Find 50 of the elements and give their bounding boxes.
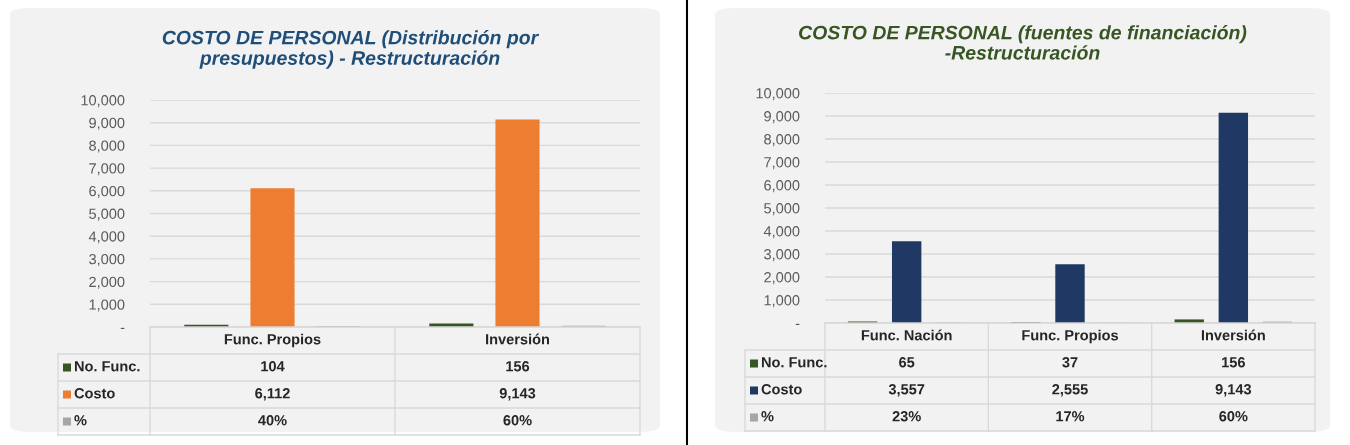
- y-tick-label: 3,000: [764, 249, 800, 262]
- y-tick-label: 5,000: [89, 208, 125, 221]
- data-label: 156: [506, 361, 530, 372]
- y-tick-label: 8,000: [764, 134, 800, 147]
- legend-label: No. Func.: [74, 361, 140, 372]
- y-tick-label: -: [795, 323, 800, 325]
- y-tick-label: -: [120, 327, 125, 329]
- data-label: 9,143: [1215, 384, 1252, 397]
- legend-label: %: [761, 411, 774, 422]
- chart-title: COSTO DE PERSONAL (fuentes de financiación) -Restructuración: [799, 25, 1247, 60]
- y-tick-label: 10,000: [756, 88, 800, 101]
- y-tick-label: 8,000: [89, 140, 125, 153]
- y-tick-label: 1,000: [764, 295, 800, 308]
- data-label: 104: [261, 361, 285, 372]
- data-label: 60%: [503, 415, 532, 426]
- y-tick-label: 7,000: [89, 163, 125, 176]
- y-tick-label: 3,000: [89, 254, 125, 267]
- y-tick-label: 6,000: [89, 185, 125, 198]
- legend-label: %: [74, 415, 87, 426]
- y-tick-label: 6,000: [764, 180, 800, 193]
- data-label: 6,112: [255, 388, 290, 401]
- legend-label: No. Func.: [761, 357, 827, 368]
- data-label: 2,555: [1052, 384, 1088, 397]
- legend-label: Costo: [74, 388, 115, 399]
- data-label: 17%: [1056, 411, 1085, 422]
- y-tick-label: 9,000: [764, 111, 800, 124]
- x-tick-label: Func. Propios: [1022, 329, 1119, 344]
- data-label: 65: [899, 357, 915, 368]
- data-label: 9,143: [499, 388, 536, 401]
- legend-label: Costo: [761, 384, 802, 395]
- data-label: 23%: [892, 411, 921, 422]
- y-tick-label: 10,000: [81, 95, 125, 108]
- x-tick-label: Func. Nación: [861, 329, 952, 341]
- x-tick-label: Inversión: [486, 333, 550, 345]
- y-tick-label: 2,000: [764, 272, 800, 285]
- data-label: 37: [1062, 357, 1078, 368]
- chart-title: COSTO DE PERSONAL (Distribución por presupuestos) - Restructuración: [162, 30, 540, 69]
- data-label: 3,557: [888, 384, 925, 397]
- data-label: 40%: [258, 415, 287, 426]
- x-tick-label: Func. Propios: [224, 333, 321, 348]
- y-tick-label: 4,000: [88, 231, 125, 244]
- y-tick-label: 5,000: [764, 203, 800, 216]
- data-label: 156: [1222, 357, 1245, 368]
- y-tick-label: 4,000: [763, 226, 800, 239]
- y-tick-label: 9,000: [89, 117, 125, 130]
- y-tick-label: 1,000: [89, 299, 125, 312]
- y-tick-label: 7,000: [764, 157, 800, 170]
- x-tick-label: Inversión: [1201, 329, 1265, 341]
- data-label: 60%: [1219, 411, 1248, 422]
- y-tick-label: 2,000: [89, 276, 125, 289]
